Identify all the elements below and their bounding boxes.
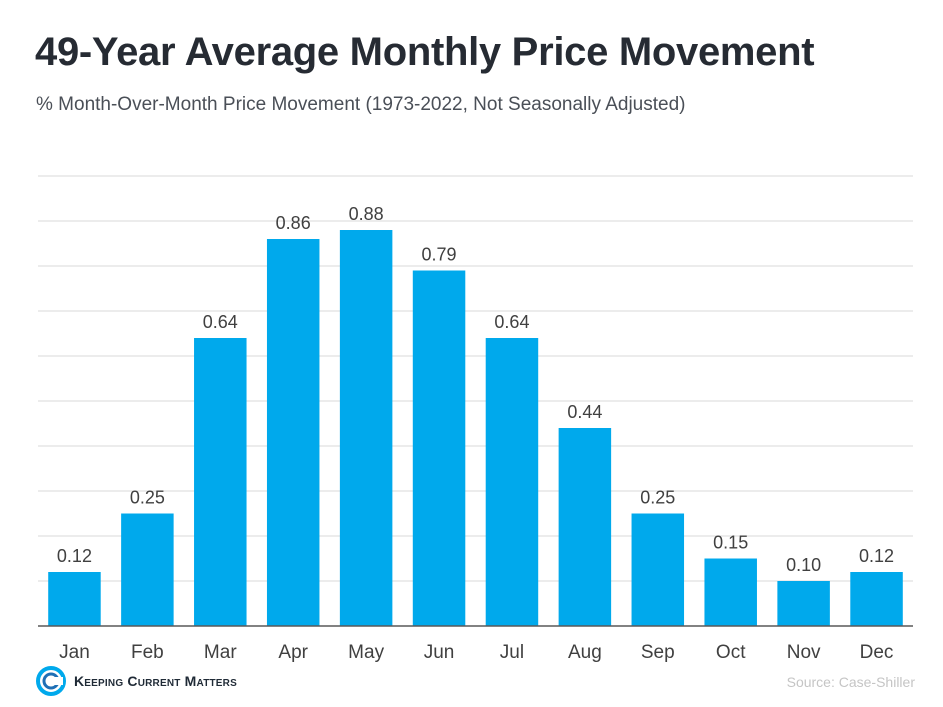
data-label: 0.86 [276, 213, 311, 233]
x-tick-label: Mar [204, 642, 237, 663]
x-tick-label: Feb [131, 642, 164, 663]
data-label: 0.64 [203, 312, 238, 332]
data-label: 0.79 [422, 245, 457, 265]
x-tick-label: May [348, 642, 384, 663]
bar-jan [48, 572, 101, 626]
x-tick-label: Dec [860, 642, 894, 663]
bar-feb [121, 513, 174, 626]
x-tick-label: Aug [568, 642, 602, 663]
data-label: 0.15 [713, 533, 748, 553]
x-tick-label: Jul [500, 642, 524, 663]
chart-subtitle: % Month-Over-Month Price Movement (1973-… [36, 94, 686, 115]
x-tick-label: Apr [278, 642, 308, 663]
x-tick-label: Jan [59, 642, 90, 663]
bar-nov [777, 581, 830, 626]
bar-may [339, 230, 393, 626]
data-label: 0.25 [130, 488, 165, 508]
data-label: 0.64 [494, 312, 529, 332]
bar-jun [412, 270, 466, 626]
bar-apr [266, 239, 320, 626]
bar-oct [704, 558, 757, 626]
chart-title: 49-Year Average Monthly Price Movement [35, 30, 815, 74]
bar-aug [558, 428, 612, 626]
source-note: Source: Case-Shiller [786, 674, 915, 690]
x-tick-label: Nov [787, 642, 821, 663]
logo-text: Keeping Current Matters [74, 673, 237, 689]
bar-jul [485, 338, 539, 626]
bar-mar [194, 338, 247, 626]
data-label: 0.44 [567, 402, 602, 422]
x-tick-label: Sep [641, 642, 675, 663]
x-tick-label: Oct [716, 642, 746, 663]
data-label: 0.25 [640, 488, 675, 508]
kcm-logo: Keeping Current Matters [36, 666, 237, 696]
bar-sep [631, 513, 685, 626]
data-label: 0.12 [57, 546, 92, 566]
x-tick-label: Jun [424, 642, 455, 663]
data-label: 0.10 [786, 555, 821, 575]
bar-dec [850, 572, 903, 626]
data-label: 0.12 [859, 546, 894, 566]
kcm-logo-icon [36, 666, 66, 696]
data-label: 0.88 [349, 204, 384, 224]
